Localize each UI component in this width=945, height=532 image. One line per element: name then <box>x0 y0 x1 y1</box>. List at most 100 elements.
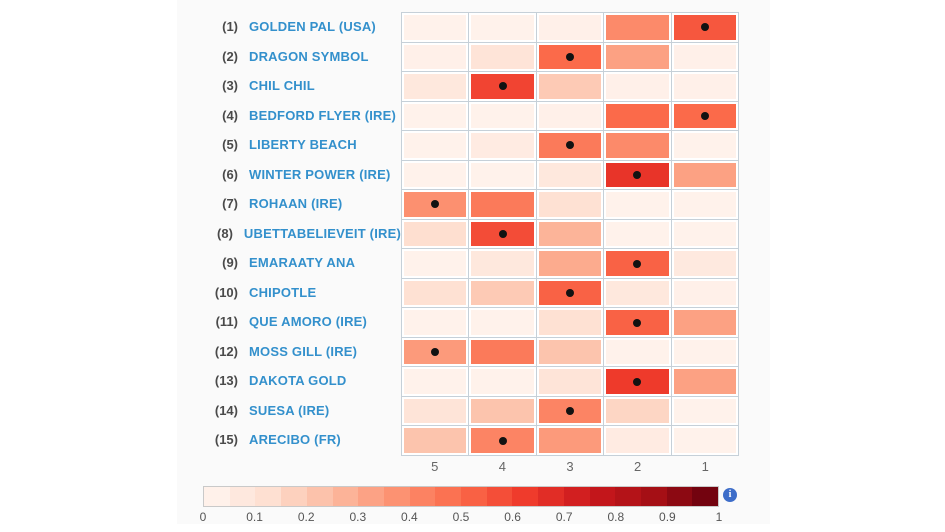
heatmap-cell[interactable] <box>402 249 469 278</box>
probability-colorbar <box>203 486 719 507</box>
horse-name-link[interactable]: LIBERTY BEACH <box>249 137 357 153</box>
horse-name-link[interactable]: CHIPOTLE <box>249 284 317 300</box>
heatmap-cell[interactable] <box>604 13 671 42</box>
colorbar-segment <box>281 487 307 506</box>
horse-name-link[interactable]: GOLDEN PAL (USA) <box>249 19 376 35</box>
heatmap-cell[interactable] <box>604 190 671 219</box>
heatmap-cell[interactable] <box>536 367 604 396</box>
horse-name-link[interactable]: QUE AMORO (IRE) <box>249 314 368 330</box>
heatmap-cell[interactable] <box>469 101 536 131</box>
heatmap-cell[interactable] <box>671 160 738 190</box>
horse-name-link[interactable]: WINTER POWER (IRE) <box>249 166 391 182</box>
heatmap-cell[interactable] <box>671 42 738 72</box>
horse-name-link[interactable]: ROHAAN (IRE) <box>249 196 343 212</box>
heatmap-cell[interactable] <box>469 337 536 367</box>
colorbar-segment <box>435 487 462 506</box>
heatmap-cell[interactable] <box>536 101 604 131</box>
heatmap-cell[interactable] <box>671 278 738 308</box>
heatmap-cell[interactable] <box>604 337 671 367</box>
heatmap-cell[interactable] <box>536 131 604 160</box>
heatmap-cell[interactable] <box>402 426 469 455</box>
heatmap-cell[interactable] <box>536 42 604 72</box>
heatmap-cell[interactable] <box>604 131 671 160</box>
horse-name-link[interactable]: EMARAATY ANA <box>249 255 356 271</box>
heatmap-cell[interactable] <box>469 367 536 396</box>
heatmap-cell[interactable] <box>671 367 738 396</box>
heatmap-cell[interactable] <box>604 101 671 131</box>
heatmap-cell[interactable] <box>469 278 536 308</box>
heatmap-cell[interactable] <box>671 426 738 455</box>
heatmap-cell[interactable] <box>402 337 469 367</box>
heatmap-cell[interactable] <box>469 160 536 190</box>
heatmap-cell[interactable] <box>469 72 536 101</box>
heatmap-cell[interactable] <box>604 308 671 337</box>
heatmap-cell[interactable] <box>671 249 738 278</box>
heatmap-cell[interactable] <box>671 396 738 426</box>
heatmap-cell[interactable] <box>469 249 536 278</box>
heatmap-cell[interactable] <box>604 396 671 426</box>
heatmap-cell[interactable] <box>536 426 604 455</box>
x-axis-label: 3 <box>566 459 574 474</box>
heatmap-cell[interactable] <box>604 278 671 308</box>
horse-row: (9) EMARAATY ANA <box>188 248 401 278</box>
heatmap-cell[interactable] <box>402 131 469 160</box>
heatmap-cell[interactable] <box>604 72 671 101</box>
heatmap-cell[interactable] <box>604 160 671 190</box>
heatmap-cell[interactable] <box>469 426 536 455</box>
heatmap-cell[interactable] <box>604 367 671 396</box>
heatmap-cell[interactable] <box>402 367 469 396</box>
horse-rank: (2) <box>222 48 238 64</box>
horse-name-link[interactable]: UBETTABELIEVEIT (IRE) <box>243 225 401 241</box>
heatmap-cell[interactable] <box>402 396 469 426</box>
result-dot-marker <box>700 111 709 120</box>
heatmap-cell[interactable] <box>536 219 604 249</box>
heatmap-cell[interactable] <box>604 249 671 278</box>
heatmap-cell[interactable] <box>671 13 738 42</box>
heatmap-cell[interactable] <box>469 308 536 337</box>
heatmap-cell[interactable] <box>402 160 469 190</box>
heatmap-cell[interactable] <box>402 42 469 72</box>
heatmap-cell[interactable] <box>402 308 469 337</box>
heatmap-cell[interactable] <box>402 190 469 219</box>
colorbar-segment <box>358 487 384 506</box>
heatmap-cell[interactable] <box>536 190 604 219</box>
heatmap-cell[interactable] <box>671 219 738 249</box>
horse-name-link[interactable]: BEDFORD FLYER (IRE) <box>249 107 397 123</box>
heatmap-cell[interactable] <box>469 396 536 426</box>
heatmap-cell[interactable] <box>536 249 604 278</box>
heatmap-cell[interactable] <box>402 219 469 249</box>
heatmap-cell[interactable] <box>604 42 671 72</box>
heatmap-cell[interactable] <box>536 278 604 308</box>
heatmap-cell[interactable] <box>469 131 536 160</box>
horse-name-link[interactable]: ARECIBO (FR) <box>249 432 341 448</box>
heatmap-cell[interactable] <box>604 426 671 455</box>
heatmap-cell[interactable] <box>402 278 469 308</box>
horse-name-link[interactable]: MOSS GILL (IRE) <box>249 343 358 359</box>
heatmap-cell[interactable] <box>671 72 738 101</box>
heatmap-cell[interactable] <box>671 131 738 160</box>
heatmap-cell[interactable] <box>402 101 469 131</box>
horse-name-link[interactable]: SUESA (IRE) <box>249 402 330 418</box>
heatmap-cell[interactable] <box>671 101 738 131</box>
heatmap-cell[interactable] <box>536 160 604 190</box>
heatmap-cell[interactable] <box>469 219 536 249</box>
heatmap-cell[interactable] <box>469 190 536 219</box>
heatmap-cell[interactable] <box>671 337 738 367</box>
heatmap-cell[interactable] <box>536 308 604 337</box>
info-icon[interactable]: i <box>723 488 737 502</box>
horse-name-link[interactable]: DRAGON SYMBOL <box>249 48 369 64</box>
heatmap-cell[interactable] <box>536 13 604 42</box>
heatmap-cell[interactable] <box>671 308 738 337</box>
heatmap-cell[interactable] <box>469 42 536 72</box>
heatmap-cell[interactable] <box>536 72 604 101</box>
horse-name-link[interactable]: CHIL CHIL <box>249 78 315 94</box>
heatmap-cell[interactable] <box>604 219 671 249</box>
heatmap-cell[interactable] <box>536 337 604 367</box>
heatmap-cell[interactable] <box>536 396 604 426</box>
heatmap-cell[interactable] <box>671 190 738 219</box>
heatmap-cell[interactable] <box>469 13 536 42</box>
horse-name-link[interactable]: DAKOTA GOLD <box>249 373 347 389</box>
heatmap-cell[interactable] <box>402 72 469 101</box>
heatmap-cell[interactable] <box>402 13 469 42</box>
colorbar-tick: 0 <box>199 510 207 524</box>
